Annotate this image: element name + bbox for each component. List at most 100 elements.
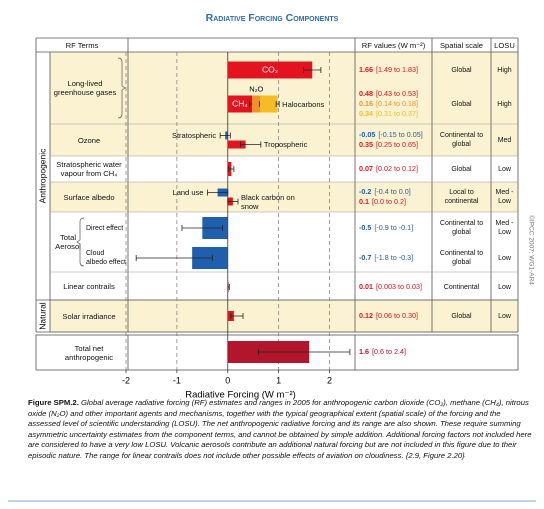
losu-box: Low xyxy=(498,312,511,320)
spatial-scale: Continental to global xyxy=(439,250,484,266)
rf-value: 1.66 [1.49 to 1.83] xyxy=(359,65,418,74)
rf-term-box: Solar irradiance xyxy=(62,311,116,321)
caption-text: Global average radiative forcing (RF) es… xyxy=(28,398,532,460)
rf-value-number: 0.01 xyxy=(359,282,373,291)
spatial-scale: Continental xyxy=(443,283,480,291)
bar-label-box: Stratospheric xyxy=(172,131,216,140)
rf-value-number: 1.6 xyxy=(359,347,369,356)
bar-label-box: Halocarbons xyxy=(282,100,324,109)
rf-term-box: Total net anthropogenic xyxy=(65,344,113,362)
spatial-scale-box: Local to continental xyxy=(445,189,479,205)
spatial-scale-box: Global xyxy=(451,66,472,74)
rf-term: Solar irradiance xyxy=(62,311,116,321)
rf-value-number: -0.05 xyxy=(359,130,375,139)
bar-label: N₂O xyxy=(249,84,263,93)
bar-label-box: Black carbon on snow xyxy=(240,192,295,211)
rf-value: 0.16 [0.14 to 0.18] xyxy=(359,99,418,108)
spatial-scale-box: Global xyxy=(451,100,472,108)
caption: Figure SPM.2. Global average radiative f… xyxy=(28,398,534,462)
losu-box: Low xyxy=(498,255,511,262)
header-losu-box: LOSU xyxy=(494,40,515,50)
line-label: Direct effect xyxy=(86,224,124,232)
spatial-scale: Global xyxy=(451,66,472,74)
losu: Low xyxy=(498,283,511,291)
rf-term: Linear contrails xyxy=(63,281,115,291)
rf-value-number: 0.12 xyxy=(359,311,373,320)
losu-box: Med - Low xyxy=(495,189,514,205)
rf-term-box: Ozone xyxy=(77,135,101,145)
rf-value-range: [0.06 to 0.30] xyxy=(376,311,418,320)
x-tick-label: 2 xyxy=(327,375,332,385)
losu: Med - Low xyxy=(495,220,514,236)
rf-value-range: [-0.9 to -0.1] xyxy=(374,223,413,232)
rf-value-range: [0.003 to 0.03] xyxy=(376,282,422,291)
losu: Low xyxy=(498,312,511,320)
caption-label: Figure SPM.2. xyxy=(28,398,79,407)
x-axis-label: Radiative Forcing (W m⁻²) xyxy=(185,390,296,401)
rf-term-box: Surface albedo xyxy=(63,192,115,202)
spatial-scale: Global xyxy=(451,312,472,320)
bar-label: Black carbon on snow xyxy=(240,192,295,211)
rf-value: 0.34 [0.31 to 0.37] xyxy=(359,109,418,118)
spatial-scale-box: Continental to global xyxy=(439,250,484,266)
losu-box: Med xyxy=(498,137,512,144)
rf-term-box: Long-lived greenhouse gases xyxy=(54,79,117,97)
rf-value: -0.2 [-0.4 to 0.0] xyxy=(359,187,411,196)
x-tick-label: -1 xyxy=(173,375,181,385)
rf-value-range: [1.49 to 1.83] xyxy=(376,65,418,74)
rf-value-range: [-0.4 to 0.0] xyxy=(374,187,410,196)
rf-value: 0.35 [0.25 to 0.65] xyxy=(359,140,418,149)
rf-term: Ozone xyxy=(77,135,101,145)
spatial-scale-box: Continental to global xyxy=(440,132,483,148)
x-tick-label: 1 xyxy=(276,375,281,385)
spatial-scale-box: Global xyxy=(451,312,472,320)
line-label: Cloud albedo effect xyxy=(86,250,126,266)
header-spatial-box: Spatial scale xyxy=(440,41,483,50)
group-label: Natural xyxy=(37,302,47,330)
header-values-box: RF values (W m⁻²) xyxy=(362,41,426,50)
losu-box: Low xyxy=(498,166,511,173)
group-label: Anthropogenic xyxy=(37,148,47,204)
line-label-box: Direct effect xyxy=(86,224,124,232)
rf-value: 1.6 [0.6 to 2.4] xyxy=(359,347,406,356)
rf-value: 0.1 [0.0 to 0.2] xyxy=(359,197,406,206)
rf-value: 0.48 [0.43 to 0.53] xyxy=(359,89,418,98)
losu-box: Low xyxy=(498,283,511,291)
rf-value-range: [0.43 to 0.53] xyxy=(376,89,418,98)
line-label-box: Cloud albedo effect xyxy=(86,250,126,266)
rf-value: 0.07 [0.02 to 0.12] xyxy=(359,164,418,173)
bar xyxy=(260,95,278,113)
spatial-scale-box: Continental xyxy=(443,283,480,291)
rf-value-range: [0.31 to 0.37] xyxy=(376,109,418,118)
losu: Med - Low xyxy=(495,189,514,205)
rf-value-number: -0.2 xyxy=(359,187,371,196)
rf-value-number: 0.1 xyxy=(359,197,369,206)
header-losu: LOSU xyxy=(494,40,515,50)
brace xyxy=(117,57,126,119)
rf-term-box: Total Aerosol xyxy=(55,233,81,251)
rf-value: 0.01 [0.003 to 0.03] xyxy=(359,282,422,291)
rf-term: Surface albedo xyxy=(63,192,115,202)
spatial-scale: Global xyxy=(451,100,472,108)
rf-value-number: 0.34 xyxy=(359,109,373,118)
rf-value-number: -0.7 xyxy=(359,253,371,262)
bar-label-box: Land use xyxy=(173,188,204,197)
losu: High xyxy=(497,100,512,108)
bar xyxy=(227,140,246,149)
rf-value-range: [0.25 to 0.65] xyxy=(376,140,418,149)
header-terms: RF Terms xyxy=(65,40,99,50)
bar-label-box: Tropospheric xyxy=(263,140,308,149)
rf-value-number: 0.35 xyxy=(359,140,373,149)
bar-label: Tropospheric xyxy=(263,140,308,149)
chart-title: Radiative Forcing Components xyxy=(206,12,339,24)
rf-term: Total Aerosol xyxy=(55,233,81,251)
rf-value: -0.05 [-0.15 to 0.05] xyxy=(359,130,423,139)
spatial-scale-box: Global xyxy=(451,166,471,173)
x-tick-label: 0 xyxy=(225,375,230,385)
rf-value-number: 0.48 xyxy=(359,89,373,98)
losu-box: Med - Low xyxy=(495,220,514,236)
bar xyxy=(252,95,261,113)
rf-value-number: 0.07 xyxy=(359,164,373,173)
credit: ©IPCC 2007: WG1-AR4 xyxy=(527,215,535,285)
